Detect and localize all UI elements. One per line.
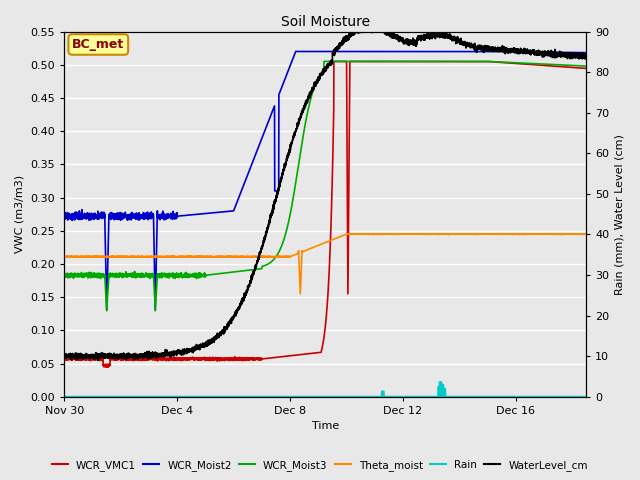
Y-axis label: Rain (mm), Water Level (cm): Rain (mm), Water Level (cm) bbox=[615, 134, 625, 295]
Y-axis label: VWC (m3/m3): VWC (m3/m3) bbox=[15, 175, 25, 253]
Legend: WCR_VMC1, WCR_Moist2, WCR_Moist3, Theta_moist, Rain, WaterLevel_cm: WCR_VMC1, WCR_Moist2, WCR_Moist3, Theta_… bbox=[48, 456, 592, 475]
X-axis label: Time: Time bbox=[312, 421, 339, 432]
Title: Soil Moisture: Soil Moisture bbox=[281, 15, 370, 29]
Text: BC_met: BC_met bbox=[72, 38, 124, 51]
